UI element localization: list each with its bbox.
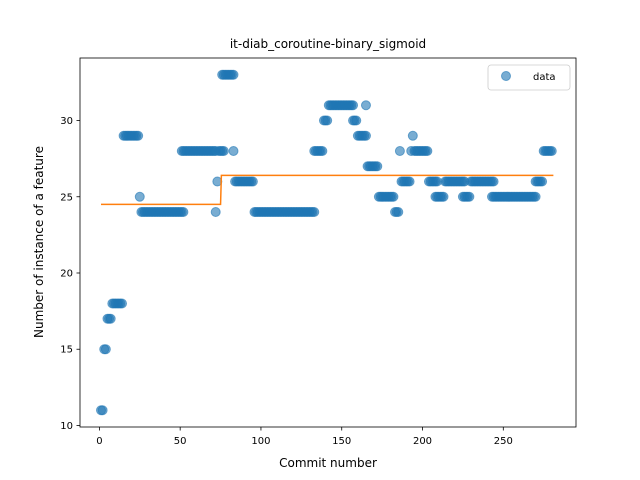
data-point [404,176,415,187]
data-point [228,69,239,80]
data-point [178,207,189,217]
y-tick-label: 20 [60,268,73,279]
data-point [488,176,499,187]
data-point [247,176,258,187]
y-axis: 10 15 20 25 30 [60,116,80,432]
data-point [394,146,405,157]
plot-area [79,57,577,428]
x-tick-label: 50 [174,436,187,447]
data-point [464,191,475,202]
scatter-series [96,69,557,416]
plot-background [80,58,576,427]
data-point [372,161,383,172]
legend-marker [501,71,511,81]
plot-frame [79,57,577,428]
data-point [117,298,128,309]
y-tick-label: 15 [60,345,73,356]
data-point [309,207,320,217]
data-point [100,344,111,355]
legend-label-data: data [533,72,556,83]
data-point [537,176,548,187]
y-tick-label: 25 [60,192,73,203]
x-axis-label: Commit number [279,456,377,470]
chart-title: it-diab_coroutine-binary_sigmoid [230,37,426,51]
fit-line [101,174,554,206]
x-axis: 0 50 100 150 200 250 [96,427,513,447]
data-point [351,115,362,126]
x-tick-label: 100 [251,436,270,447]
data-point [105,313,116,324]
y-axis-label: Number of instance of a feature [32,146,46,338]
y-tick-label: 30 [60,116,73,127]
data-point [438,191,449,202]
y-tick-label: 10 [60,421,73,432]
x-tick-label: 150 [332,436,351,447]
data-point [348,100,359,111]
legend: data [487,64,571,91]
data-point [97,405,108,416]
data-point [393,207,404,217]
data-point [530,191,541,202]
data-point [360,130,371,141]
data-point [388,191,399,202]
x-tick-label: 250 [494,436,513,447]
data-point [133,130,144,141]
x-tick-label: 200 [413,436,432,447]
legend-box [487,64,571,91]
data-point [360,100,371,111]
data-point [210,207,221,217]
data-point [422,146,433,157]
data-point [407,130,418,141]
data-point [317,146,328,157]
data-point [134,191,145,202]
data-point [228,146,239,157]
fit-line-series [101,174,554,206]
data-point [218,146,229,157]
x-tick-label: 0 [96,436,102,447]
data-point [546,146,557,157]
data-point [322,115,333,126]
